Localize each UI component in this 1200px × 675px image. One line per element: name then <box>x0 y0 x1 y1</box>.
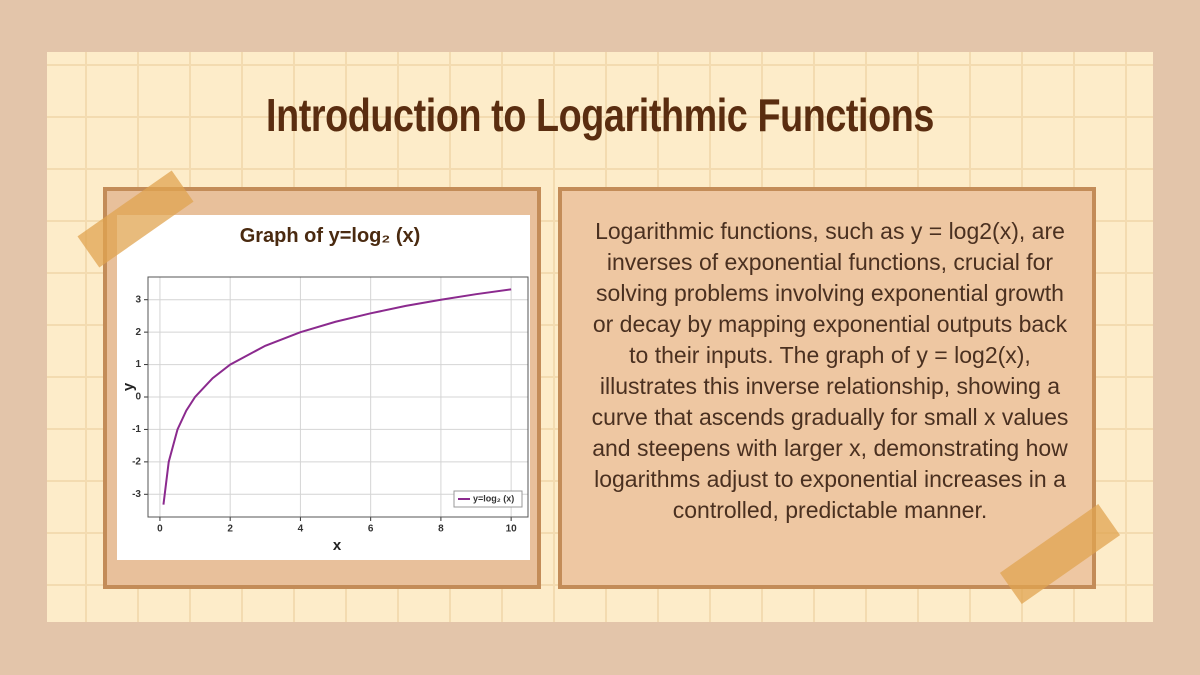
x-axis-label: x <box>333 537 342 554</box>
x-tick-label: 10 <box>506 524 518 535</box>
chart-title: Graph of y=log₂ (x) <box>239 225 421 247</box>
body-text: Logarithmic functions, such as y = log2(… <box>591 218 1069 523</box>
x-tick-label: 8 <box>438 524 444 535</box>
y-tick-label: 0 <box>135 392 141 403</box>
line-series <box>162 288 512 505</box>
y-tick-label: -1 <box>132 424 141 435</box>
slide-title: Introduction to Logarithmic Functions <box>266 89 934 141</box>
x-tick-label: 2 <box>227 524 233 535</box>
plot-border <box>147 276 529 518</box>
text-frame <box>558 187 1096 589</box>
legend-label: y=log₂ (x) <box>473 493 514 503</box>
y-axis-label: y <box>120 382 137 391</box>
chart: 0 2 4 6 8 10 -3 -2 -1 0 1 2 3 x y y=log₂ (x) <box>120 276 529 554</box>
y-tick-label: 3 <box>135 294 141 305</box>
x-tick-label: 0 <box>157 524 163 535</box>
y-tick-label: 1 <box>135 359 141 370</box>
y-tick-label: -2 <box>132 457 141 468</box>
x-tick-label: 4 <box>298 524 304 535</box>
y-tick-label: 2 <box>135 327 141 338</box>
chart-card: 0 2 4 6 8 10 -3 -2 -1 0 1 2 3 x y y=log₂ (x) <box>117 215 530 560</box>
y-tick-label: -3 <box>132 489 141 500</box>
x-tick-label: 6 <box>368 524 374 535</box>
legend-box <box>453 490 523 508</box>
